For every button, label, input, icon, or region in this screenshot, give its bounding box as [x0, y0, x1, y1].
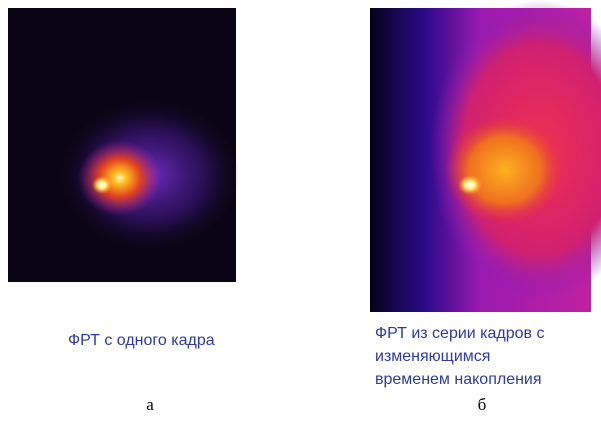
caption: ФРТ из серии кадров с: [375, 325, 545, 342]
core: [445, 115, 565, 225]
spot: [92, 176, 112, 194]
caption: изменяющимся: [375, 348, 490, 365]
panel-label: б: [478, 395, 487, 414]
figure: ФРТ с одного кадра ФРТ из серии кадров с…: [0, 0, 601, 428]
image-a: [8, 8, 240, 282]
caption: временем накопления: [375, 371, 542, 388]
panel-label: а: [146, 395, 154, 414]
core: [78, 140, 162, 216]
image-b: [370, 0, 601, 312]
caption: ФРТ с одного кадра: [68, 332, 215, 349]
spot: [458, 175, 482, 195]
